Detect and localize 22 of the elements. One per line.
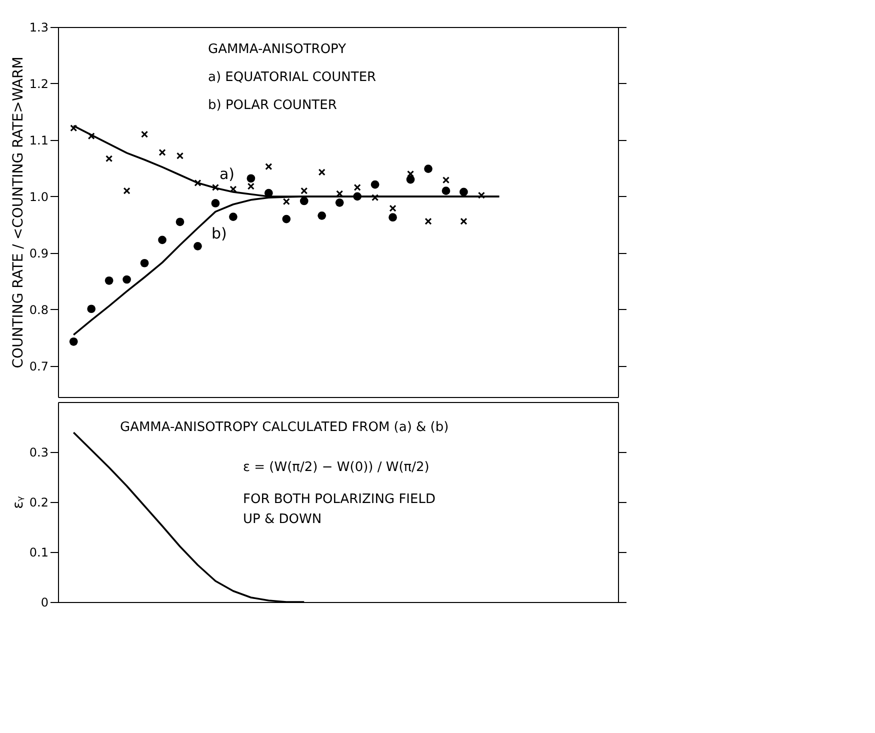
annotation: GAMMA-ANISOTROPY CALCULATED FROM (a) & (b) <box>120 420 449 435</box>
annotation: FOR BOTH POLARIZING FIELD <box>243 492 436 507</box>
y-tick-label: 0.7 <box>29 359 48 374</box>
y-tick-label: 0.8 <box>29 302 48 317</box>
y-tick-label: 0.1 <box>29 546 48 560</box>
annotation: a) EQUATORIAL COUNTER <box>208 70 376 85</box>
annotation: UP & DOWN <box>243 512 322 527</box>
annotation: ε = (W(π/2) − W(0)) / W(π/2) <box>243 460 430 475</box>
series-label: a) <box>219 164 235 183</box>
y-tick-label: 0 <box>40 596 48 610</box>
y-tick-label: 0.2 <box>29 496 48 510</box>
annotation: b) POLAR COUNTER <box>208 98 337 113</box>
y-tick-label: 1.0 <box>29 190 48 204</box>
y-axis-title: εᵧ <box>10 496 26 509</box>
y-tick-label: 0.9 <box>29 246 48 260</box>
y-tick-label: 0.3 <box>29 446 48 460</box>
y-tick-label: 1.3 <box>29 20 48 34</box>
y-axis-title: COUNTING RATE / <COUNTING RATE>WARM <box>10 56 26 368</box>
annotation: GAMMA-ANISOTROPY <box>208 42 346 57</box>
y-tick-label: 1.1 <box>29 133 48 148</box>
y-tick-label: 1.2 <box>29 76 48 91</box>
series-label: b) <box>211 224 227 243</box>
